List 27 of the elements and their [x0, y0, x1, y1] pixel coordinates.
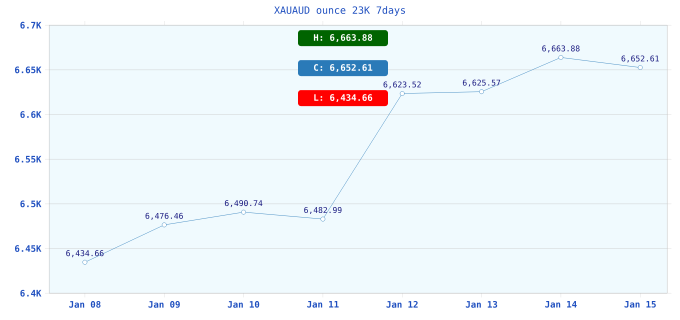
point	[479, 89, 484, 94]
x-tick-label: Jan 13	[466, 300, 498, 308]
annotation: H: 6,663.88	[314, 34, 372, 42]
chart-title: XAUAUD ounce 23K 7days	[274, 6, 405, 16]
y-tick-label: 6.55K	[15, 156, 42, 163]
point	[400, 91, 405, 96]
point	[638, 65, 643, 70]
point	[320, 216, 326, 222]
point	[241, 210, 246, 215]
y-tick-label: 6.65K	[15, 66, 42, 74]
point	[162, 222, 167, 228]
y-tick-label: 6.7K	[20, 22, 42, 29]
annotation: L: 6,434.66	[314, 94, 372, 102]
x-tick-label: Jan 15	[624, 300, 656, 308]
y-tick-label: 6.45K	[15, 245, 42, 252]
y-tick-label: 6.4K	[20, 290, 42, 297]
x-tick-label: Jan 11	[307, 300, 339, 308]
point	[82, 260, 88, 265]
x-tick-label: Jan 09	[148, 300, 180, 308]
point	[558, 55, 564, 60]
annotation: C: 6,652.61	[314, 64, 372, 72]
x-tick-label: Jan 12	[386, 300, 418, 308]
x-tick-label: Jan 14	[545, 300, 577, 308]
y-tick-label: 6.5K	[20, 200, 42, 208]
x-tick-label: Jan 10	[228, 300, 260, 308]
x-tick-label: Jan 08	[69, 300, 101, 308]
y-tick-label: 6.6K	[20, 111, 42, 118]
